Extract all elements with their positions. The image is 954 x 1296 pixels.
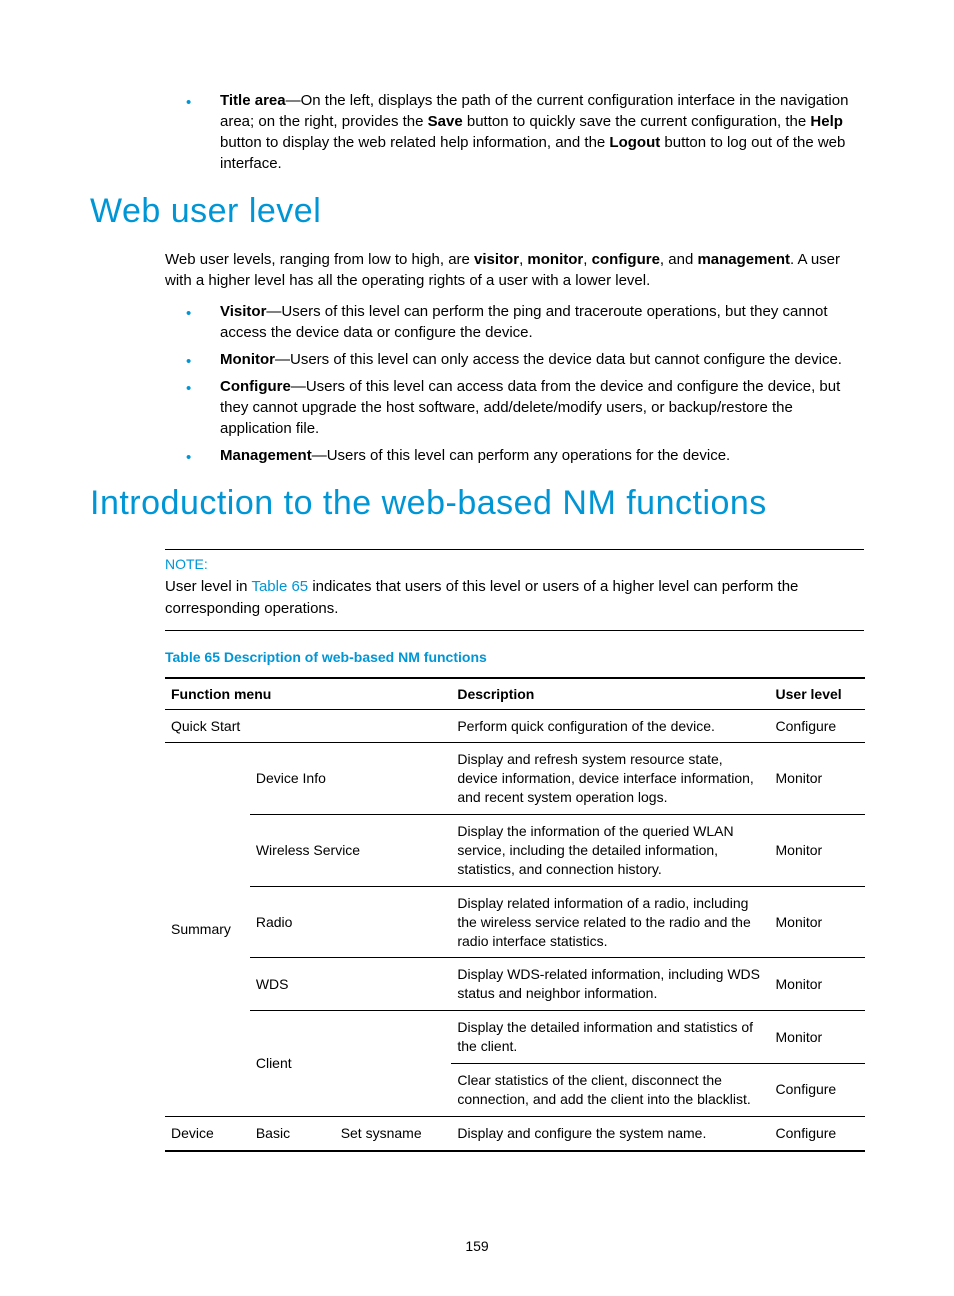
th-user-level: User level — [770, 678, 865, 710]
cell-level: Configure — [770, 1063, 865, 1116]
cell-submenu: Basic — [250, 1116, 335, 1150]
note-label: NOTE: — [165, 556, 864, 572]
table-65-link[interactable]: Table 65 — [251, 578, 308, 595]
cell-desc: Display the information of the queried W… — [451, 815, 769, 887]
cell-menu: Device — [165, 1116, 250, 1150]
cell-desc: Display and refresh system resource stat… — [451, 743, 769, 815]
cell-submenu2: Set sysname — [335, 1116, 452, 1150]
note-text: User level in Table 65 indicates that us… — [165, 576, 864, 620]
level-management: Management—Users of this level can perfo… — [186, 445, 864, 466]
table-header-row: Function menu Description User level — [165, 678, 865, 710]
cell-submenu: Radio — [250, 886, 452, 958]
page: Title area—On the left, displays the pat… — [0, 0, 954, 1296]
cell-level: Configure — [770, 709, 865, 743]
cell-level: Monitor — [770, 815, 865, 887]
cell-submenu: Device Info — [250, 743, 452, 815]
cell-menu: Summary — [165, 743, 250, 1116]
nm-functions-table: Function menu Description User level Qui… — [165, 677, 865, 1152]
heading-web-user-level: Web user level — [90, 192, 864, 231]
table-row: WDS Display WDS-related information, inc… — [165, 958, 865, 1011]
user-levels-list: Visitor—Users of this level can perform … — [90, 301, 864, 466]
cell-menu: Quick Start — [165, 709, 451, 743]
cell-submenu: Wireless Service — [250, 815, 452, 887]
cell-level: Monitor — [770, 886, 865, 958]
table-caption: Table 65 Description of web-based NM fun… — [165, 649, 864, 665]
cell-level: Configure — [770, 1116, 865, 1150]
title-area-bullet: Title area—On the left, displays the pat… — [186, 90, 864, 174]
level-configure: Configure—Users of this level can access… — [186, 376, 864, 439]
title-area-label: Title area — [220, 92, 286, 109]
heading-intro-nm-functions: Introduction to the web-based NM functio… — [90, 484, 864, 523]
cell-desc: Perform quick configuration of the devic… — [451, 709, 769, 743]
table-row: Client Display the detailed information … — [165, 1011, 865, 1064]
cell-submenu: Client — [250, 1011, 452, 1117]
table-row: Wireless Service Display the information… — [165, 815, 865, 887]
cell-desc: Display and configure the system name. — [451, 1116, 769, 1150]
page-number: 159 — [0, 1238, 954, 1254]
table-row: Quick Start Perform quick configuration … — [165, 709, 865, 743]
table-row: Summary Device Info Display and refresh … — [165, 743, 865, 815]
table-row: Radio Display related information of a r… — [165, 886, 865, 958]
cell-submenu: WDS — [250, 958, 452, 1011]
table-row: Device Basic Set sysname Display and con… — [165, 1116, 865, 1150]
note-block: NOTE: User level in Table 65 indicates t… — [165, 549, 864, 631]
cell-desc: Clear statistics of the client, disconne… — [451, 1063, 769, 1116]
cell-desc: Display related information of a radio, … — [451, 886, 769, 958]
level-visitor: Visitor—Users of this level can perform … — [186, 301, 864, 343]
cell-level: Monitor — [770, 958, 865, 1011]
th-function-menu: Function menu — [165, 678, 451, 710]
cell-desc: Display WDS-related information, includi… — [451, 958, 769, 1011]
level-monitor: Monitor—Users of this level can only acc… — [186, 349, 864, 370]
cell-level: Monitor — [770, 743, 865, 815]
intro-paragraph: Web user levels, ranging from low to hig… — [165, 249, 864, 291]
title-area-bullet-list: Title area—On the left, displays the pat… — [90, 90, 864, 174]
cell-level: Monitor — [770, 1011, 865, 1064]
cell-desc: Display the detailed information and sta… — [451, 1011, 769, 1064]
th-description: Description — [451, 678, 769, 710]
